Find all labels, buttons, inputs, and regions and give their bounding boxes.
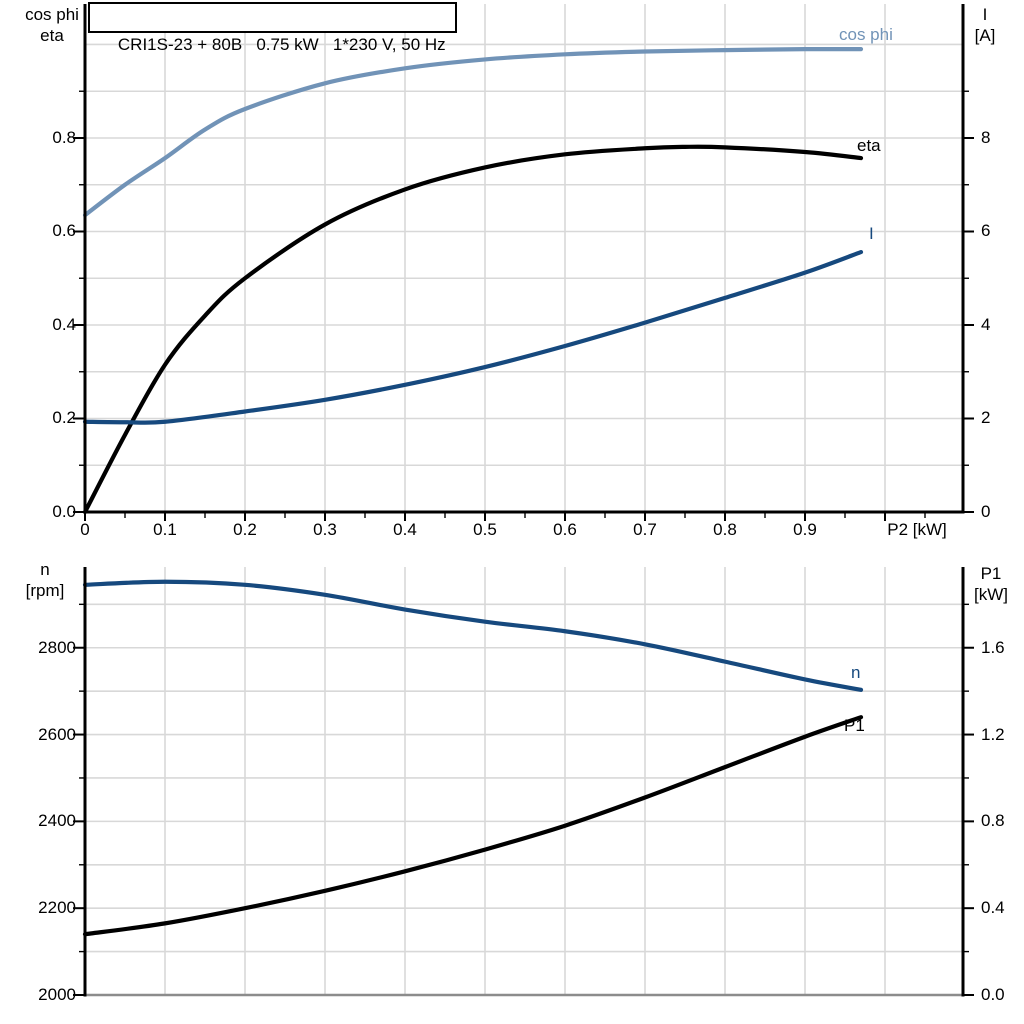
tick-label: 0.8 [981,811,1005,831]
top-left-axis-header: cos phi eta [12,4,92,46]
tick-label: 0.9 [793,520,817,539]
p1-curve-label: P1 [844,716,865,735]
tick-label: 0.0 [52,502,76,521]
tick-label: 0 [981,502,991,521]
p1-axis-unit: [kW] [974,585,1008,604]
tick-label: 0.5 [473,520,497,539]
cos-phi-axis-label: cos phi [25,5,79,24]
tick-label: 0.4 [981,898,1005,918]
tick-label: 2200 [38,898,76,918]
tick-label: 2000 [38,985,76,1004]
chart-title: CRI1S-23 + 80B 0.75 kW 1*230 V, 50 Hz [117,35,446,54]
current-axis-unit: [A] [974,26,996,45]
curve-P1 [82,715,864,937]
bottom-left-axis-header: n [rpm] [13,559,77,601]
tick-label: 0 [80,520,90,539]
tick-label: 0.0 [981,985,1005,1004]
tick-label: 0.3 [313,520,337,539]
tick-label: 2600 [38,724,76,744]
tick-label: 0.4 [52,314,76,334]
curve-I [82,249,864,425]
tick-label: 2400 [38,811,76,831]
tick-label: 0.2 [233,520,257,539]
speed-axis-unit: [rpm] [25,581,65,600]
tick-label: 0.6 [553,520,577,539]
tick-label: 0.4 [393,520,417,539]
tick-label: 8 [981,127,991,147]
top-right-axis-header: I [A] [960,4,1010,46]
tick-label: 0.2 [52,408,76,428]
tick-label: 2 [981,408,991,428]
tick-label: 0.8 [52,127,76,147]
chart-title-box: CRI1S-23 + 80B 0.75 kW 1*230 V, 50 Hz [88,2,457,54]
curve-cos-phi [82,46,864,218]
eta-curve-label: eta [857,136,881,155]
cos-phi-curve-label: cos phi [839,25,893,44]
tick-label: 6 [981,221,991,241]
eta-axis-label: eta [40,26,64,45]
current-axis-label: I [982,5,988,24]
speed-curve-label: n [851,663,861,682]
p1-axis-label: P1 [980,564,1002,583]
tick-label: 1.6 [981,637,1005,657]
tick-label: 1.2 [981,724,1005,744]
bottom-right-axis-header: P1 [kW] [965,563,1017,605]
x-axis-label: P2 [kW] [887,520,947,539]
speed-axis-label: n [40,560,50,579]
tick-label: 4 [981,314,991,334]
tick-label: 0.8 [713,520,737,539]
current-curve-label: I [869,224,874,243]
curve-n [82,579,864,692]
tick-label: 0.1 [153,520,177,539]
curve-eta [82,144,864,515]
tick-label: 0.6 [52,221,76,241]
tick-label: 0.7 [633,520,657,539]
tick-label: 2800 [38,637,76,657]
